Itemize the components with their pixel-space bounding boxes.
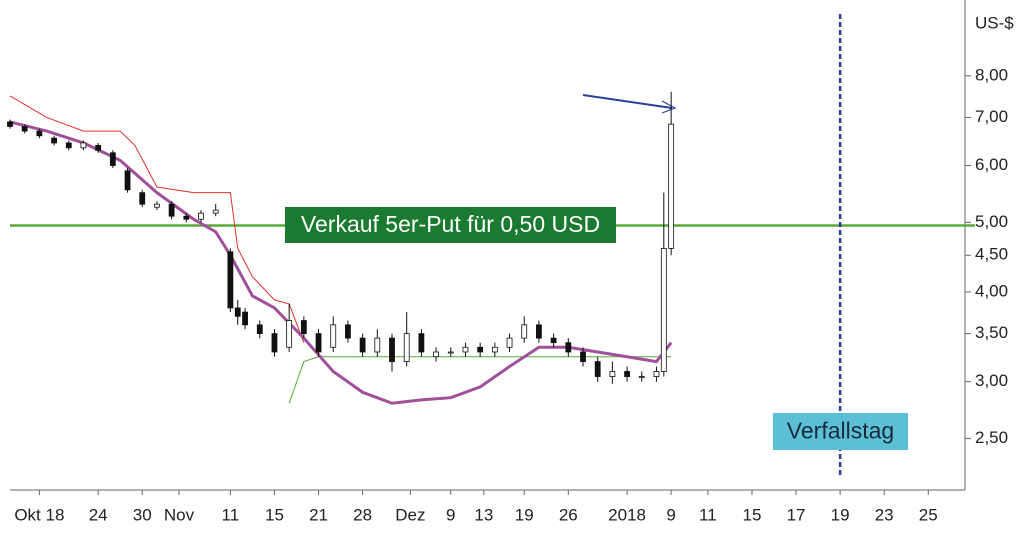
y-tick-label: 8,00 <box>975 65 1008 84</box>
indicator-line <box>9 95 305 343</box>
x-tick-label: 9 <box>446 505 455 524</box>
x-tick-label: 13 <box>474 505 493 524</box>
x-tick-label: 17 <box>787 505 806 524</box>
candle-body <box>168 203 175 217</box>
x-tick-label: 26 <box>559 505 578 524</box>
candle-body <box>359 337 366 353</box>
x-tick-label: 11 <box>699 505 717 524</box>
candle-body <box>139 192 146 205</box>
y-tick-label: 5,00 <box>975 212 1008 231</box>
indicator-line <box>9 120 673 405</box>
x-tick-label: 24 <box>89 505 108 524</box>
candle-body <box>154 203 160 208</box>
candle-body <box>594 361 601 377</box>
candle-body <box>330 324 337 348</box>
candle-body <box>36 130 43 137</box>
candle-body <box>389 337 395 362</box>
candle-body <box>477 346 484 353</box>
x-tick-label: Okt 18 <box>14 505 64 524</box>
candle-body <box>242 311 248 326</box>
candle-body <box>80 142 87 149</box>
y-tick-label: 3,50 <box>975 323 1008 342</box>
y-axis-label: US-$ <box>975 13 1014 32</box>
y-tick-label: 4,00 <box>975 281 1008 300</box>
candle-body <box>345 324 351 339</box>
candle-body <box>286 320 293 348</box>
candle-body <box>7 121 13 127</box>
candle-body <box>234 307 241 317</box>
candle-body <box>521 324 528 339</box>
candle-body <box>653 371 660 377</box>
x-tick-label: 19 <box>515 505 534 524</box>
candle-body <box>580 351 586 362</box>
x-tick-label: 11 <box>222 505 240 524</box>
candle-body <box>227 251 234 309</box>
y-tick-label: 6,00 <box>975 155 1008 174</box>
candle-body <box>462 346 469 353</box>
candle-body <box>403 333 410 362</box>
candle-body <box>109 152 116 166</box>
x-tick-label: 25 <box>919 505 938 524</box>
y-tick-label: 7,00 <box>975 107 1008 126</box>
candle-body <box>212 209 219 214</box>
y-tick-label: 2,50 <box>975 428 1008 447</box>
x-tick-label: 28 <box>353 505 372 524</box>
candle-body <box>565 342 572 353</box>
candle-body <box>300 320 307 335</box>
arrow-head <box>661 100 677 114</box>
annotation-box <box>773 413 908 450</box>
candle-body <box>21 126 28 132</box>
candle-body <box>660 247 667 372</box>
candle-body <box>124 170 131 191</box>
annotation-box <box>285 207 616 243</box>
candle-body <box>433 351 439 358</box>
candle-body <box>271 333 278 353</box>
annotation-text: Verfallstag <box>787 418 894 444</box>
y-tick-label: 3,00 <box>975 371 1008 390</box>
candle-body <box>65 142 72 149</box>
candle-body <box>624 371 630 377</box>
x-tick-label: Dez <box>395 505 425 524</box>
candle-body <box>609 371 616 377</box>
candle-body <box>183 215 190 220</box>
x-tick-label: 15 <box>265 505 284 524</box>
candle-body <box>51 137 57 144</box>
x-tick-label: 19 <box>831 505 850 524</box>
candle-body <box>506 337 513 348</box>
candle-body <box>550 337 557 344</box>
candle-body <box>536 324 542 339</box>
candle-body <box>315 333 322 353</box>
candle-body <box>668 123 675 249</box>
annotation-text: Verkauf 5er-Put für 0,50 USD <box>301 211 600 237</box>
x-tick-label: 9 <box>666 505 675 524</box>
candle-body <box>256 324 263 335</box>
candle-body <box>491 346 498 353</box>
x-tick-label: Nov <box>164 505 195 524</box>
x-tick-label: 2018 <box>608 505 646 524</box>
candle-body <box>638 376 645 378</box>
candle-body <box>198 212 204 220</box>
x-tick-label: 23 <box>875 505 894 524</box>
candle-body <box>95 144 102 151</box>
arrow <box>582 94 673 109</box>
candle-body <box>447 351 454 354</box>
x-tick-label: 21 <box>309 505 328 524</box>
candle-body <box>418 333 425 353</box>
x-tick-label: 15 <box>743 505 762 524</box>
candle-body <box>374 337 381 353</box>
x-tick-label: 30 <box>133 505 152 524</box>
y-tick-label: 4,50 <box>975 245 1008 264</box>
